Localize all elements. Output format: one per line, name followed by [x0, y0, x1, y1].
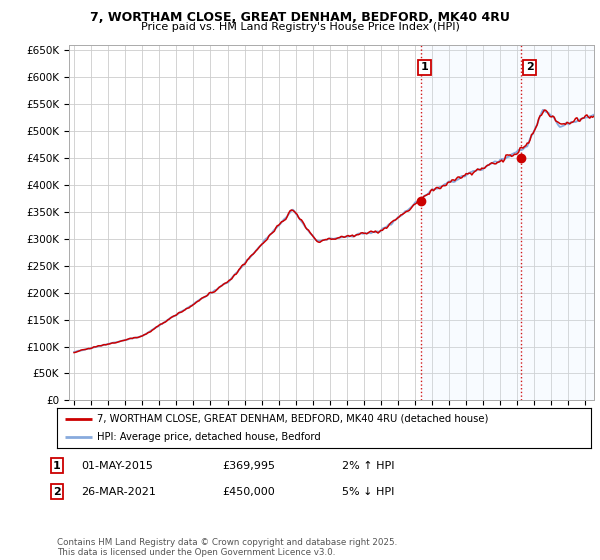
Text: 5% ↓ HPI: 5% ↓ HPI	[342, 487, 394, 497]
Text: 2: 2	[53, 487, 61, 497]
Text: 2: 2	[526, 62, 533, 72]
Bar	[421, 45, 600, 400]
Text: HPI: Average price, detached house, Bedford: HPI: Average price, detached house, Bedf…	[97, 432, 321, 442]
Text: 1: 1	[53, 461, 61, 471]
Text: £450,000: £450,000	[222, 487, 275, 497]
Text: Price paid vs. HM Land Registry's House Price Index (HPI): Price paid vs. HM Land Registry's House …	[140, 22, 460, 32]
Text: 7, WORTHAM CLOSE, GREAT DENHAM, BEDFORD, MK40 4RU: 7, WORTHAM CLOSE, GREAT DENHAM, BEDFORD,…	[90, 11, 510, 24]
Text: 2% ↑ HPI: 2% ↑ HPI	[342, 461, 395, 471]
Text: 01-MAY-2015: 01-MAY-2015	[81, 461, 153, 471]
Text: Contains HM Land Registry data © Crown copyright and database right 2025.
This d: Contains HM Land Registry data © Crown c…	[57, 538, 397, 557]
Text: 1: 1	[421, 62, 428, 72]
Text: 7, WORTHAM CLOSE, GREAT DENHAM, BEDFORD, MK40 4RU (detached house): 7, WORTHAM CLOSE, GREAT DENHAM, BEDFORD,…	[97, 414, 488, 424]
Text: £369,995: £369,995	[222, 461, 275, 471]
Text: 26-MAR-2021: 26-MAR-2021	[81, 487, 156, 497]
